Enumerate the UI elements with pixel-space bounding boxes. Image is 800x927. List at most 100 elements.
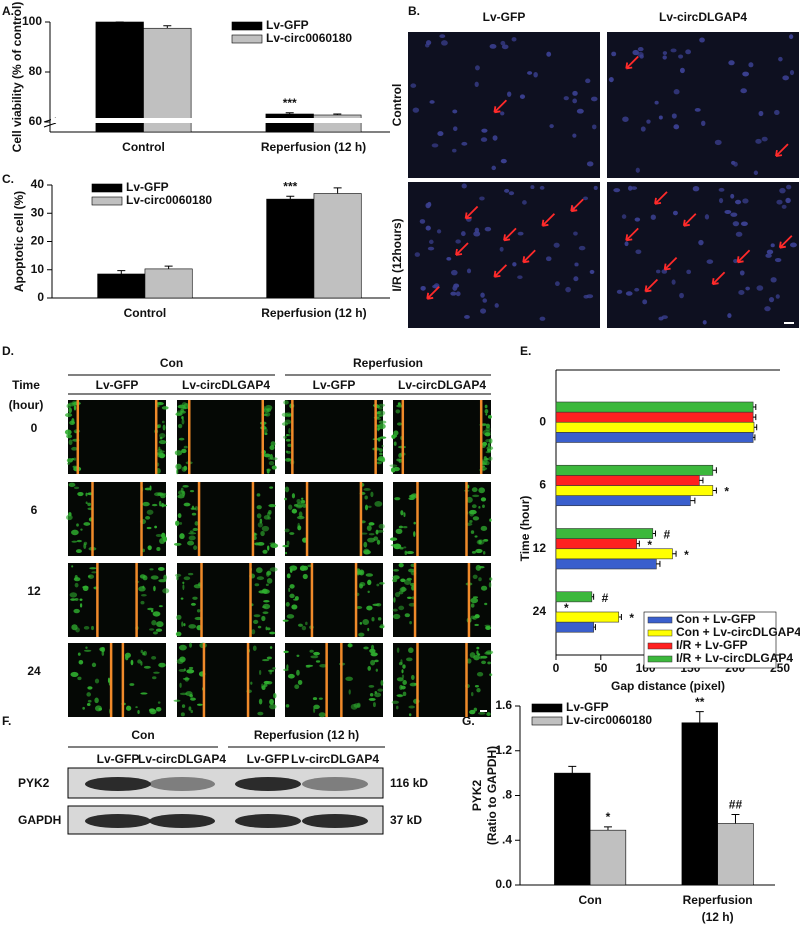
error-bar xyxy=(636,540,640,547)
cell xyxy=(193,545,198,551)
nucleus xyxy=(758,110,764,117)
cell xyxy=(76,523,79,527)
cell xyxy=(140,594,147,597)
nucleus xyxy=(739,270,745,276)
cell xyxy=(269,486,274,489)
nucleus xyxy=(672,210,678,216)
annotation: * xyxy=(647,538,652,552)
nucleus xyxy=(724,209,732,215)
cell xyxy=(300,497,304,500)
cell xyxy=(77,676,82,681)
y-tick-label: 100 xyxy=(22,14,42,28)
nucleus xyxy=(685,49,691,55)
cell xyxy=(403,512,406,518)
cell xyxy=(411,674,415,680)
cell xyxy=(485,650,494,655)
cell xyxy=(88,575,91,578)
cell xyxy=(189,490,195,493)
cell xyxy=(478,487,486,494)
nucleus xyxy=(500,158,507,164)
cell xyxy=(265,626,268,631)
column-header: Lv-GFP xyxy=(313,378,356,392)
cell xyxy=(398,605,405,611)
nucleus xyxy=(673,124,680,130)
cell xyxy=(163,574,167,581)
nucleus xyxy=(481,128,488,133)
cell xyxy=(305,664,314,667)
cell xyxy=(158,662,166,668)
cell xyxy=(98,707,102,711)
cell xyxy=(487,415,492,419)
cell xyxy=(77,491,84,497)
cell xyxy=(66,434,73,439)
axis-break-gap xyxy=(51,118,391,123)
cell xyxy=(66,404,71,409)
cell xyxy=(266,570,272,576)
cell xyxy=(140,692,148,695)
band xyxy=(235,777,301,791)
protein-label: PYK2 xyxy=(18,776,50,790)
cell xyxy=(393,430,399,436)
cell xyxy=(319,664,328,668)
cell xyxy=(180,410,186,414)
micrograph xyxy=(68,643,166,717)
band xyxy=(85,777,151,791)
cell xyxy=(71,446,78,451)
cell xyxy=(367,666,372,671)
cell xyxy=(377,529,384,533)
cell xyxy=(297,525,302,531)
cell xyxy=(179,522,183,525)
cell xyxy=(377,428,381,431)
cell xyxy=(191,505,195,510)
cell xyxy=(261,659,270,662)
cell xyxy=(291,493,296,499)
cell xyxy=(64,429,72,435)
cell xyxy=(265,583,269,587)
error-bar xyxy=(699,477,704,484)
cell xyxy=(374,501,383,507)
cell xyxy=(393,466,400,472)
nucleus xyxy=(464,314,470,319)
cell xyxy=(376,583,380,587)
cell xyxy=(476,646,480,650)
cell xyxy=(397,422,403,426)
cell xyxy=(486,712,491,717)
cell xyxy=(189,530,194,533)
cell xyxy=(196,609,201,613)
cell xyxy=(400,578,406,583)
cell xyxy=(368,533,375,536)
cell xyxy=(363,646,369,650)
bar xyxy=(555,485,714,496)
cell xyxy=(177,513,182,519)
cell xyxy=(83,625,90,630)
y-tick-label: 1.6 xyxy=(495,698,512,712)
cell xyxy=(181,448,187,454)
cell xyxy=(309,649,314,653)
cell xyxy=(286,540,290,546)
bar xyxy=(555,621,594,633)
nucleus xyxy=(745,286,750,291)
cell xyxy=(101,650,105,656)
cell xyxy=(288,504,293,510)
nucleus xyxy=(482,298,488,303)
cell xyxy=(282,619,289,622)
nucleus xyxy=(634,287,640,292)
cell xyxy=(368,522,375,526)
nucleus xyxy=(785,197,791,204)
cell xyxy=(99,647,105,652)
cell xyxy=(282,544,289,548)
cell xyxy=(68,439,73,446)
nucleus xyxy=(740,221,748,227)
cell xyxy=(180,712,185,717)
cell xyxy=(489,577,493,581)
cell xyxy=(298,511,303,518)
nucleus xyxy=(718,187,725,192)
legend-label: Lv-circ0060180 xyxy=(266,31,352,45)
cell xyxy=(263,683,268,687)
nucleus xyxy=(679,292,684,299)
nucleus xyxy=(775,294,780,299)
arrow xyxy=(654,191,668,205)
cell xyxy=(265,680,273,685)
cell xyxy=(482,441,488,447)
cell xyxy=(178,644,187,651)
